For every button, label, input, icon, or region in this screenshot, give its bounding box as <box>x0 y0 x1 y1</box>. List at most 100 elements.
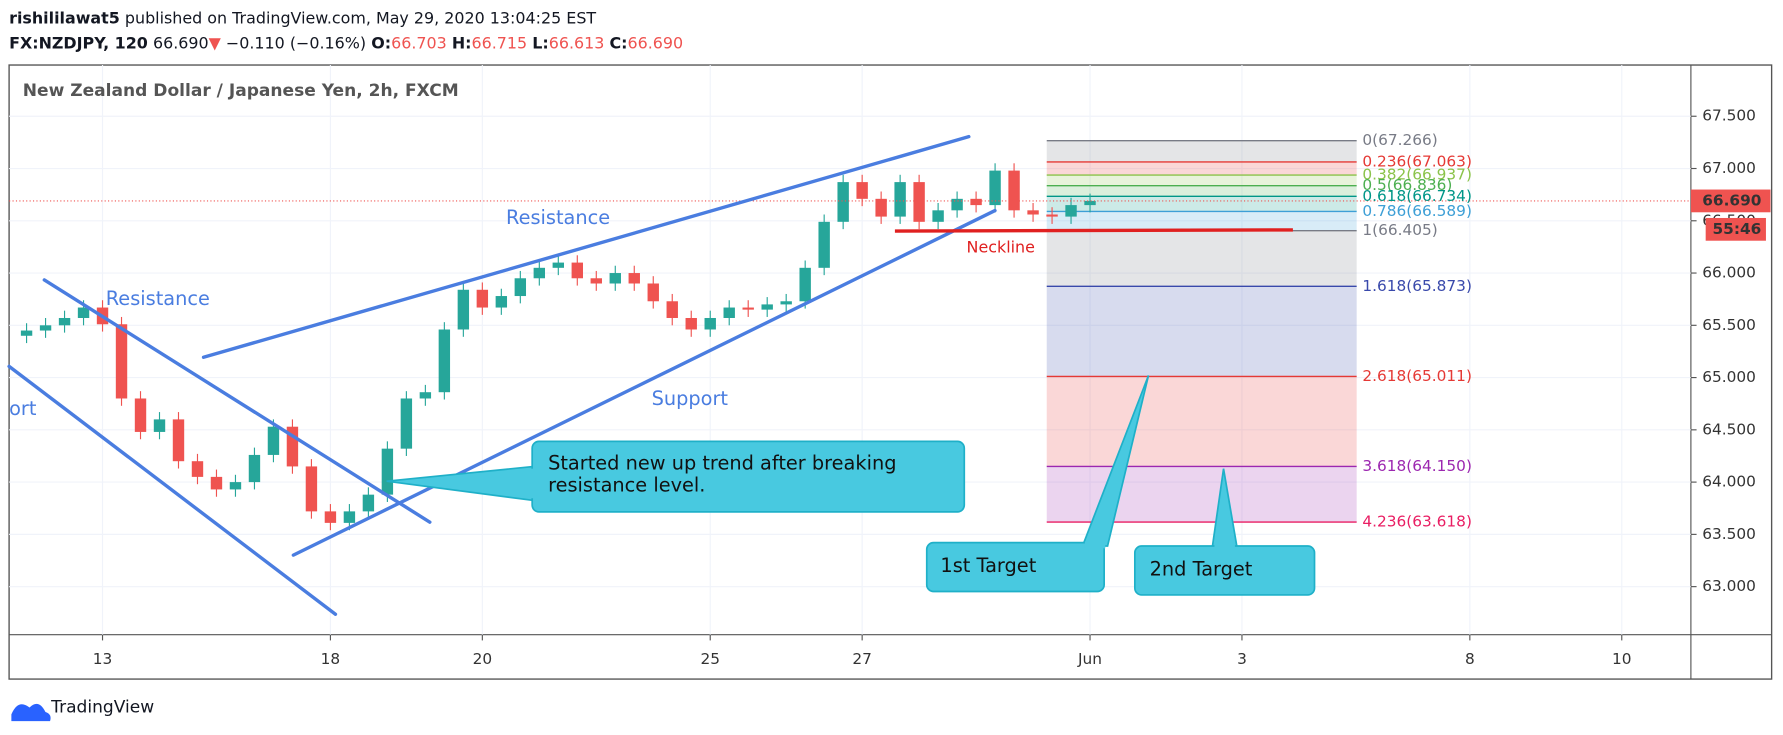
x-tick-label: 25 <box>700 650 720 668</box>
callout-joins <box>527 468 1235 551</box>
y-tick-label: 67.500 <box>1702 107 1756 125</box>
last-price-label: 66.690 <box>1702 191 1761 209</box>
candle-body <box>704 317 716 330</box>
candle-body <box>1008 170 1020 211</box>
price-labels: 63.000 63.500 64.000 64.500 65.000 65.500 66.0… <box>93 107 1771 668</box>
x-tick-label: 27 <box>852 650 872 668</box>
y-tick-label: 64.500 <box>1702 420 1756 438</box>
ohlc-value: 66.703 <box>391 33 447 52</box>
brand: TradingView <box>50 697 154 717</box>
logo-icon <box>11 703 51 722</box>
trend-line <box>291 208 997 557</box>
annotation: Resistance <box>506 206 610 229</box>
candle-body <box>248 454 261 483</box>
candle-body <box>533 267 546 279</box>
candle-body <box>875 198 887 217</box>
candle-body <box>780 301 792 305</box>
chart-frame <box>8 64 1773 680</box>
candle-body <box>381 448 394 495</box>
candle-body <box>970 198 982 206</box>
candle-body <box>77 307 90 318</box>
published: published on TradingView.com, May 29, 20… <box>125 8 597 27</box>
candle-body <box>913 182 925 222</box>
neckline <box>894 228 1293 233</box>
user: rishililawat5 <box>9 8 120 27</box>
candle-body <box>343 511 356 523</box>
candle-body <box>20 330 33 336</box>
fib-label: 1.618(65.873) <box>1362 277 1472 295</box>
fib-band <box>1046 175 1357 186</box>
candle-body <box>438 329 451 393</box>
last: 66.690 <box>153 33 209 52</box>
trend-line <box>7 364 338 616</box>
fib-label: 0.382(66.937) <box>1362 166 1472 184</box>
candle-body <box>324 511 337 523</box>
header-line-2: FX:NZDJPY, 120 66.690▼ −0.110 (−0.16%) O… <box>9 33 683 52</box>
fib-band <box>1046 466 1357 523</box>
candle-body <box>609 273 621 284</box>
candle-body <box>628 273 640 284</box>
x-tick-label: 18 <box>321 650 341 668</box>
candle-body <box>514 278 527 297</box>
ohlc-value: 66.690 <box>628 33 684 52</box>
candle-body <box>932 210 944 222</box>
change: −0.110 (−0.16%) <box>226 33 366 52</box>
x-tick-label: Jun <box>1077 650 1102 668</box>
annotation: ort <box>9 397 37 420</box>
callout-box <box>925 541 1105 593</box>
last-price-box <box>1690 189 1771 213</box>
candle-body <box>685 317 697 330</box>
candle-body <box>837 182 849 222</box>
ohlc-key: C: <box>609 33 627 52</box>
x-tick-label: 3 <box>1237 650 1247 668</box>
x-tick-label: 8 <box>1465 650 1475 668</box>
y-tick-label: 65.000 <box>1702 368 1756 386</box>
annotation: Support <box>652 387 729 410</box>
header-line-1: rishililawat5 published on TradingView.c… <box>9 8 596 27</box>
candle-body <box>305 466 318 512</box>
fib-label: 0.236(67.063) <box>1362 152 1472 170</box>
ohlc-key: H: <box>452 33 472 52</box>
candle-body <box>495 296 508 308</box>
candle-body <box>476 289 489 308</box>
y-tick-label: 66.000 <box>1702 264 1756 282</box>
candle-body <box>419 392 432 399</box>
candle-body <box>1084 200 1096 206</box>
candle-body <box>799 267 811 302</box>
candle-body <box>989 170 1001 206</box>
countdown: 55:46 <box>1712 220 1761 238</box>
candle-body <box>571 262 583 279</box>
trend-line <box>201 134 971 359</box>
fib-label: 0.5(66.836) <box>1362 176 1452 194</box>
y-tick-label: 64.000 <box>1702 473 1756 491</box>
symbol: FX:NZDJPY, 120 <box>9 33 148 52</box>
candle-body <box>1027 210 1039 215</box>
annotation: Resistance <box>106 287 210 310</box>
candle-body <box>894 182 906 217</box>
candle-body <box>172 419 185 462</box>
callouts <box>386 375 1316 596</box>
candle-body <box>552 262 564 268</box>
plot <box>9 65 1697 641</box>
join <box>527 468 537 499</box>
candle-body <box>818 221 830 268</box>
candle-body <box>286 426 299 467</box>
fib-band <box>1046 376 1357 467</box>
drawings <box>7 134 997 616</box>
fib-band <box>1046 196 1357 212</box>
fib-label: 3.618(64.150) <box>1362 457 1472 475</box>
candle-body <box>590 278 602 284</box>
candle-body <box>267 426 280 455</box>
fib-band <box>1046 185 1357 197</box>
callout-text: Started new up trend after breaking <box>548 452 896 475</box>
candle-body <box>457 289 470 330</box>
candle-body <box>647 283 659 302</box>
y-tick-label: 63.500 <box>1702 525 1756 543</box>
candle-body <box>761 304 773 310</box>
candle-body <box>229 482 242 490</box>
join <box>1214 543 1235 551</box>
fib-label: 0.618(66.734) <box>1362 187 1472 205</box>
candle-body <box>134 398 147 432</box>
